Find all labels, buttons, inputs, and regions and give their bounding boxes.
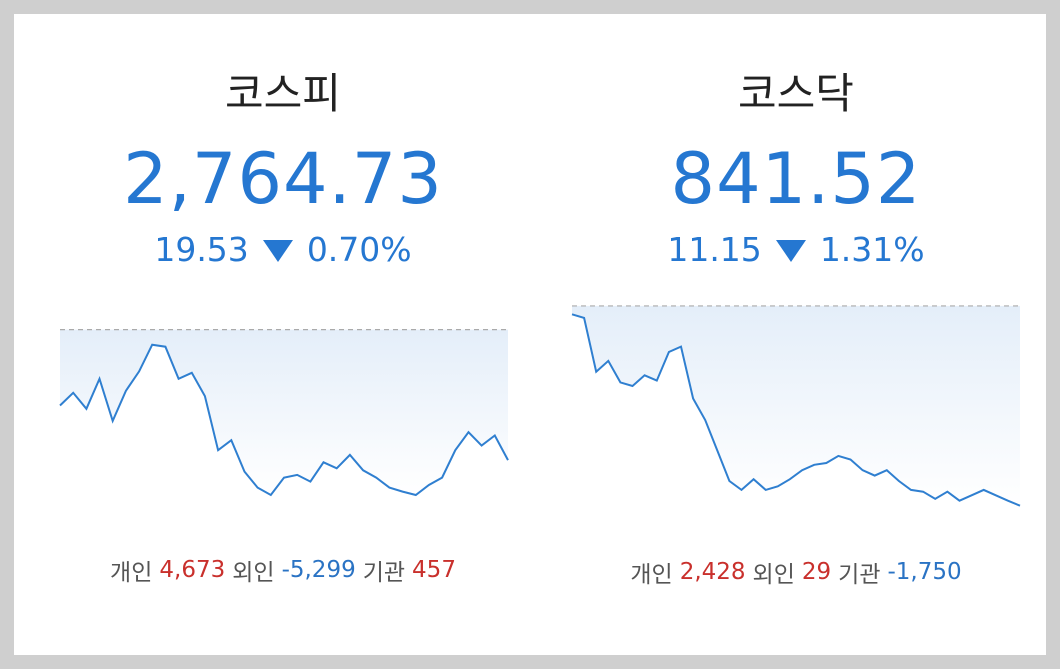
change: 19.53 <box>154 230 249 269</box>
change-row: 19.53 0.70% <box>23 230 543 269</box>
index-title: 코스피 <box>225 69 341 118</box>
investor-value: -5,299 <box>281 557 356 583</box>
percent: 0.70% <box>306 230 412 269</box>
index-value: 841.52 <box>670 138 922 220</box>
percent: 1.31% <box>819 230 925 269</box>
investor-value: 457 <box>412 557 456 583</box>
investor-label: 기관 <box>838 562 881 588</box>
investor-value: -1,750 <box>887 559 962 585</box>
investor-value: 2,428 <box>679 559 746 585</box>
down-arrow <box>775 239 806 262</box>
investor-label: 기관 <box>362 560 406 586</box>
down-arrow <box>262 239 293 262</box>
change: 11.15 <box>667 230 762 269</box>
index-value: 2,764.73 <box>123 138 443 220</box>
price-line <box>59 343 509 497</box>
index-title: 코스닥 <box>738 69 854 118</box>
investor-row: 개인 2,428 외인 29 기관 -1,750 <box>536 555 1056 589</box>
area <box>60 329 508 495</box>
investor-label: 개인 <box>630 562 673 588</box>
change-row: 11.15 1.31% <box>536 230 1056 269</box>
investor-label: 외인 <box>232 560 275 586</box>
investor-value: 4,673 <box>159 557 226 583</box>
price-line <box>571 313 1021 507</box>
investor-row: 개인 4,673 외인 -5,299 기관 457 <box>23 553 543 587</box>
investor-label: 외인 <box>752 562 795 588</box>
investor-label: 개인 <box>110 560 153 586</box>
investor-value: 29 <box>801 559 832 585</box>
